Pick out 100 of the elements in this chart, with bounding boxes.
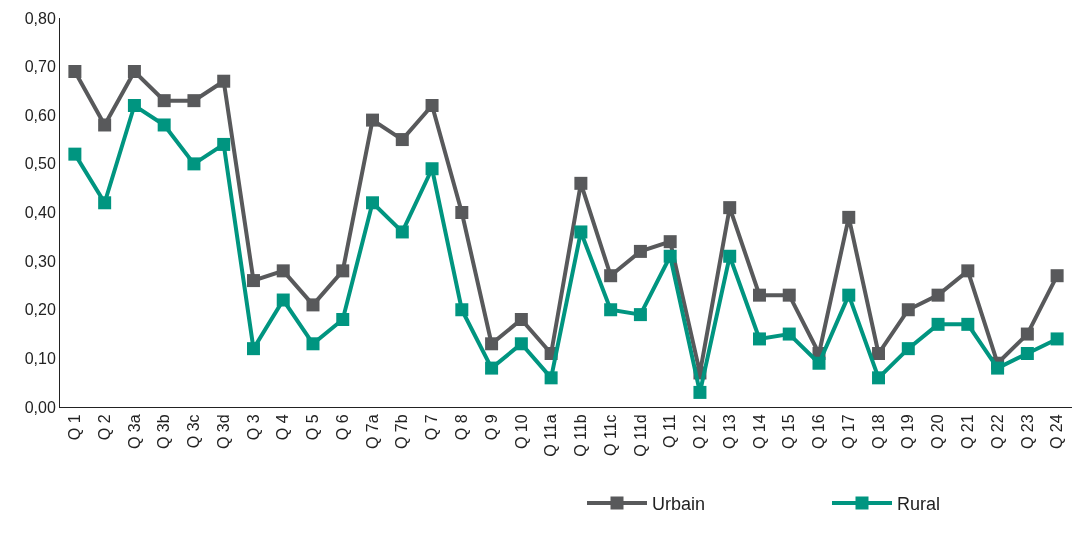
point	[276, 293, 290, 307]
point	[187, 94, 201, 108]
point	[991, 361, 1005, 375]
x-tick-label: Q 13	[720, 414, 738, 450]
point	[872, 371, 886, 385]
point	[425, 162, 439, 176]
x-tick-label: Q 9	[482, 414, 500, 441]
legend-label: Rural	[897, 494, 941, 515]
x-tick-label: Q 15	[780, 414, 798, 450]
point	[812, 356, 826, 370]
x-tick-label: Q 7	[423, 414, 441, 441]
x-tick-label: Q 8	[453, 414, 471, 441]
point	[931, 288, 945, 302]
y-tick-label: 0,80	[24, 9, 56, 27]
point	[604, 269, 618, 283]
point	[901, 342, 915, 356]
point	[366, 113, 380, 127]
point	[931, 317, 945, 331]
point	[127, 99, 141, 113]
x-tick-label: Q 11b	[572, 414, 590, 457]
point	[68, 64, 82, 78]
x-tick-label: Q 12	[691, 414, 709, 450]
x-tick-label: Q 7b	[393, 414, 411, 450]
point	[246, 274, 260, 288]
point	[752, 332, 766, 346]
y-tick-label: 0,00	[24, 398, 56, 416]
x-tick-label: Q 1	[66, 414, 84, 441]
point	[68, 147, 82, 161]
y-tick-label: 0,30	[24, 252, 56, 270]
point	[98, 118, 112, 132]
x-tick-label: Q 5	[304, 414, 322, 441]
x-tick-label: Q 3	[244, 414, 262, 441]
x-tick-label: Q 14	[750, 414, 768, 450]
point	[98, 196, 112, 210]
point	[1020, 347, 1034, 361]
x-tick-label: Q 3b	[155, 414, 173, 450]
point	[336, 312, 350, 326]
x-tick-label: Q 21	[959, 414, 977, 450]
point	[395, 133, 409, 147]
y-tick-label: 0,20	[24, 301, 56, 319]
point	[217, 74, 231, 88]
x-tick-label: Q 6	[333, 414, 351, 441]
point	[306, 298, 320, 312]
x-tick-label: Q 4	[274, 414, 292, 441]
point	[752, 288, 766, 302]
point	[1020, 327, 1034, 341]
y-tick-label: 0,60	[24, 106, 56, 124]
point	[604, 303, 618, 317]
x-tick-label: Q 7a	[363, 414, 381, 450]
legend-label: Urbain	[652, 494, 706, 515]
point	[217, 137, 231, 151]
x-tick-label: Q 3d	[214, 414, 232, 450]
x-tick-label: Q 18	[869, 414, 887, 450]
point	[306, 337, 320, 351]
point	[187, 157, 201, 171]
point	[574, 176, 588, 190]
point	[1050, 332, 1064, 346]
point	[127, 64, 141, 78]
point	[395, 225, 409, 239]
y-tick-label: 0,70	[24, 58, 56, 76]
point	[663, 235, 677, 249]
point	[514, 337, 528, 351]
x-tick-label: Q 17	[839, 414, 857, 450]
point	[455, 206, 469, 219]
x-tick-label: Q 20	[929, 414, 947, 450]
point	[872, 347, 886, 361]
y-tick-label: 0,10	[24, 349, 56, 367]
x-tick-label: Q 19	[899, 414, 917, 450]
x-tick-label: Q 22	[988, 414, 1006, 450]
point	[1050, 269, 1064, 283]
point	[425, 99, 439, 113]
x-tick-label: Q 11c	[601, 414, 619, 456]
point	[961, 317, 975, 331]
x-tick-label: Q 23	[1018, 414, 1036, 450]
point	[842, 288, 856, 302]
x-tick-label: Q 24	[1048, 414, 1066, 450]
point	[514, 312, 528, 326]
point	[723, 249, 737, 263]
x-tick-label: Q 11	[661, 414, 679, 448]
point	[276, 264, 290, 278]
point	[366, 196, 380, 210]
point	[336, 264, 350, 278]
y-tick-label: 0,50	[24, 155, 56, 173]
point	[157, 118, 171, 132]
point	[842, 210, 856, 224]
point	[663, 249, 677, 263]
point	[782, 327, 796, 341]
point	[246, 342, 260, 356]
point	[693, 385, 707, 399]
point	[723, 201, 737, 215]
point	[455, 303, 469, 317]
point	[485, 361, 499, 375]
y-tick-label: 0,40	[24, 204, 56, 222]
point	[961, 264, 975, 278]
x-tick-label: Q 16	[810, 414, 828, 450]
point	[544, 371, 558, 385]
x-tick-label: Q 2	[95, 414, 113, 441]
x-tick-label: Q 10	[512, 414, 530, 450]
x-tick-label: Q 3a	[125, 414, 143, 450]
point	[633, 308, 647, 322]
